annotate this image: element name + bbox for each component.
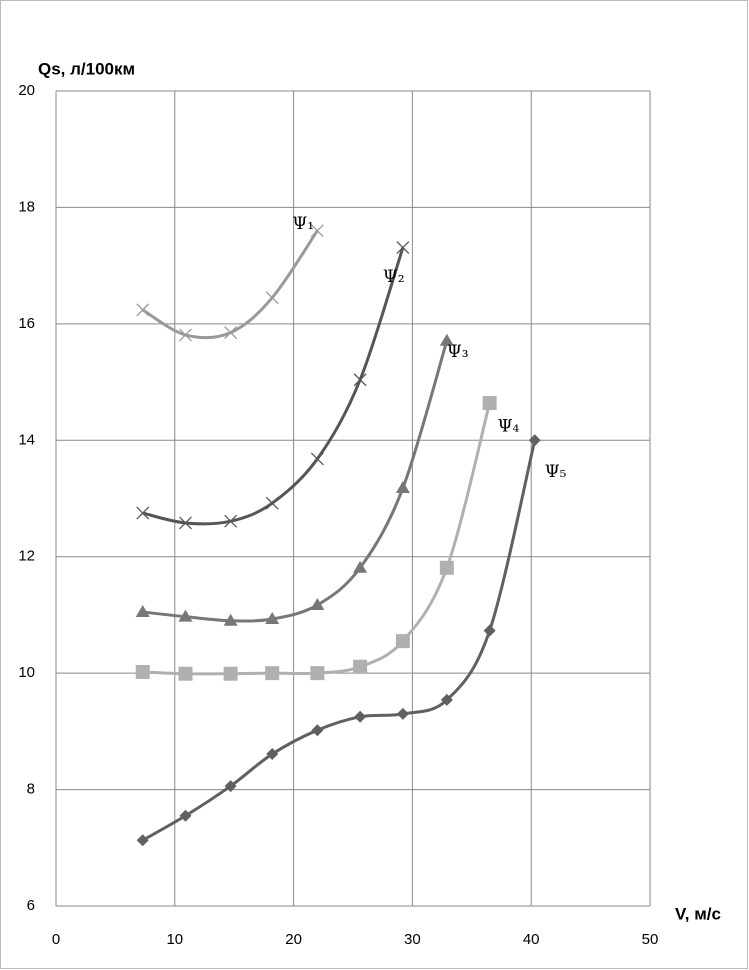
marker: [265, 291, 279, 305]
marker: [310, 598, 325, 611]
y-axis-title: Qs, л/100км: [38, 59, 135, 78]
marker: [266, 748, 279, 761]
marker: [224, 514, 238, 528]
y-tick-label: 20: [18, 82, 35, 99]
marker: [440, 693, 453, 706]
x-tick-label: 10: [166, 931, 183, 948]
marker: [353, 659, 368, 674]
series-label: Ψ₄: [498, 417, 520, 437]
marker: [311, 724, 324, 737]
marker: [178, 609, 193, 622]
y-tick-label: 6: [27, 897, 35, 914]
y-tick-label: 8: [27, 781, 35, 798]
marker: [179, 809, 192, 822]
marker: [354, 710, 367, 723]
x-tick-label: 30: [404, 931, 421, 948]
y-tick-label: 14: [18, 431, 35, 448]
y-tick-label: 18: [18, 198, 35, 215]
marker: [136, 506, 150, 520]
marker: [395, 634, 410, 649]
marker: [223, 613, 238, 626]
x-tick-label: 40: [523, 931, 540, 948]
series-label: Ψ₅: [545, 462, 567, 482]
marker: [224, 780, 237, 793]
marker: [179, 328, 192, 342]
y-tick-label: 12: [18, 548, 35, 565]
series-label: Ψ₂: [383, 267, 405, 287]
marker: [310, 224, 324, 238]
marker: [310, 666, 325, 681]
x-tick-label: 50: [642, 931, 659, 948]
marker: [528, 434, 541, 447]
marker: [439, 333, 454, 346]
marker: [179, 516, 192, 530]
marker: [224, 326, 238, 340]
marker: [265, 666, 280, 681]
marker: [223, 666, 238, 681]
marker: [395, 481, 410, 494]
y-tick-label: 10: [18, 664, 35, 681]
marker: [483, 624, 496, 637]
marker: [265, 496, 279, 510]
series-label: Ψ₁: [292, 214, 314, 234]
series-label: Ψ₃: [447, 342, 469, 362]
y-tick-label: 16: [18, 315, 35, 332]
marker: [396, 241, 410, 255]
marker: [135, 605, 150, 618]
marker: [265, 612, 280, 625]
marker: [136, 834, 149, 847]
marker: [353, 373, 367, 387]
marker: [439, 560, 454, 575]
marker: [136, 303, 150, 317]
x-tick-label: 0: [52, 931, 60, 948]
marker: [482, 396, 497, 411]
marker: [353, 560, 368, 573]
marker: [396, 707, 409, 720]
x-tick-label: 20: [285, 931, 302, 948]
x-axis-title: V, м/с: [675, 904, 721, 923]
marker: [135, 664, 150, 679]
marker: [310, 452, 324, 466]
marker: [178, 666, 193, 681]
